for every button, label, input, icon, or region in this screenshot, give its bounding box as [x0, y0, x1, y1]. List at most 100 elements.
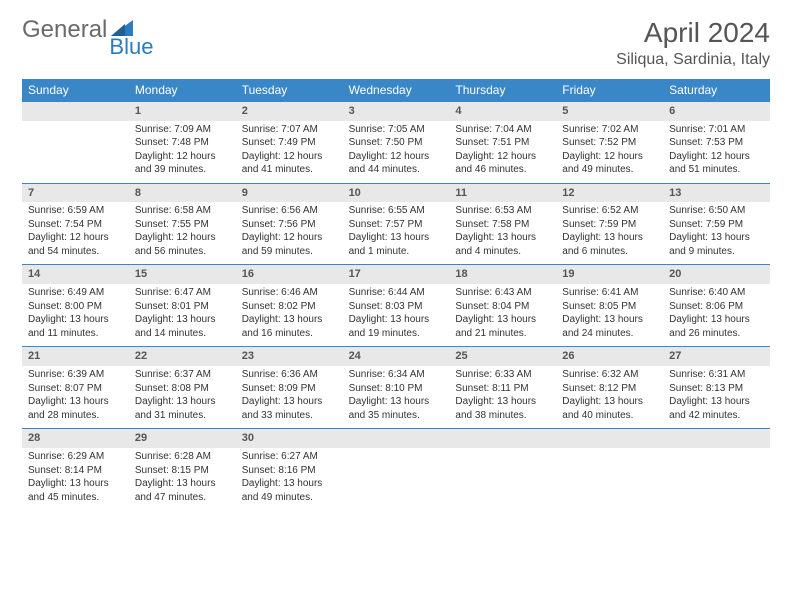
day-cell: 29Sunrise: 6:28 AMSunset: 8:15 PMDayligh…: [129, 429, 236, 510]
date-number: 7: [22, 184, 129, 203]
day-cell: 19Sunrise: 6:41 AMSunset: 8:05 PMDayligh…: [556, 265, 663, 346]
day-line: Daylight: 12 hours: [28, 231, 123, 245]
day-line: and 21 minutes.: [455, 327, 550, 341]
day-detail: Sunrise: 6:55 AMSunset: 7:57 PMDaylight:…: [343, 202, 450, 264]
day-line: Sunrise: 6:39 AM: [28, 368, 123, 382]
day-detail: Sunrise: 6:31 AMSunset: 8:13 PMDaylight:…: [663, 366, 770, 428]
day-cell: 1Sunrise: 7:09 AMSunset: 7:48 PMDaylight…: [129, 102, 236, 183]
weekday-label: Wednesday: [343, 79, 450, 101]
weekday-label: Sunday: [22, 79, 129, 101]
day-line: and 41 minutes.: [242, 163, 337, 177]
day-detail: Sunrise: 6:39 AMSunset: 8:07 PMDaylight:…: [22, 366, 129, 428]
day-detail: Sunrise: 6:32 AMSunset: 8:12 PMDaylight:…: [556, 366, 663, 428]
day-line: and 49 minutes.: [242, 491, 337, 505]
date-number: [663, 429, 770, 448]
day-line: Sunrise: 6:58 AM: [135, 204, 230, 218]
day-detail: Sunrise: 6:46 AMSunset: 8:02 PMDaylight:…: [236, 284, 343, 346]
day-line: Sunrise: 6:59 AM: [28, 204, 123, 218]
day-line: Sunrise: 7:04 AM: [455, 123, 550, 137]
day-line: and 24 minutes.: [562, 327, 657, 341]
date-number: [449, 429, 556, 448]
date-number: 15: [129, 265, 236, 284]
day-line: Sunrise: 6:55 AM: [349, 204, 444, 218]
day-line: Sunrise: 6:56 AM: [242, 204, 337, 218]
date-number: 20: [663, 265, 770, 284]
day-line: and 31 minutes.: [135, 409, 230, 423]
day-line: Sunset: 7:54 PM: [28, 218, 123, 232]
day-line: Daylight: 12 hours: [349, 150, 444, 164]
weekday-label: Thursday: [449, 79, 556, 101]
day-line: and 33 minutes.: [242, 409, 337, 423]
day-line: Sunrise: 6:31 AM: [669, 368, 764, 382]
day-cell: 22Sunrise: 6:37 AMSunset: 8:08 PMDayligh…: [129, 347, 236, 428]
day-line: and 46 minutes.: [455, 163, 550, 177]
day-line: Sunset: 7:59 PM: [669, 218, 764, 232]
day-line: and 19 minutes.: [349, 327, 444, 341]
day-line: Daylight: 13 hours: [135, 395, 230, 409]
page-subtitle: Siliqua, Sardinia, Italy: [616, 51, 770, 69]
day-line: Daylight: 12 hours: [135, 150, 230, 164]
day-detail: Sunrise: 6:33 AMSunset: 8:11 PMDaylight:…: [449, 366, 556, 428]
day-line: Sunrise: 6:28 AM: [135, 450, 230, 464]
day-line: Sunrise: 6:33 AM: [455, 368, 550, 382]
day-line: Sunrise: 6:37 AM: [135, 368, 230, 382]
page-title: April 2024: [616, 18, 770, 49]
day-cell: 7Sunrise: 6:59 AMSunset: 7:54 PMDaylight…: [22, 184, 129, 265]
day-line: and 14 minutes.: [135, 327, 230, 341]
day-line: Sunrise: 6:49 AM: [28, 286, 123, 300]
day-cell: 15Sunrise: 6:47 AMSunset: 8:01 PMDayligh…: [129, 265, 236, 346]
day-cell: 11Sunrise: 6:53 AMSunset: 7:58 PMDayligh…: [449, 184, 556, 265]
day-line: Sunset: 8:04 PM: [455, 300, 550, 314]
day-line: Daylight: 13 hours: [455, 395, 550, 409]
day-detail: Sunrise: 7:07 AMSunset: 7:49 PMDaylight:…: [236, 121, 343, 183]
day-line: and 49 minutes.: [562, 163, 657, 177]
day-line: Sunset: 7:53 PM: [669, 136, 764, 150]
day-line: Sunrise: 6:34 AM: [349, 368, 444, 382]
day-line: and 54 minutes.: [28, 245, 123, 259]
day-line: and 26 minutes.: [669, 327, 764, 341]
day-cell: 12Sunrise: 6:52 AMSunset: 7:59 PMDayligh…: [556, 184, 663, 265]
date-number: 10: [343, 184, 450, 203]
date-number: 25: [449, 347, 556, 366]
date-number: 9: [236, 184, 343, 203]
day-line: Sunrise: 6:29 AM: [28, 450, 123, 464]
day-line: Sunset: 8:01 PM: [135, 300, 230, 314]
day-line: and 56 minutes.: [135, 245, 230, 259]
weekday-header: Sunday Monday Tuesday Wednesday Thursday…: [22, 79, 770, 101]
day-cell: 3Sunrise: 7:05 AMSunset: 7:50 PMDaylight…: [343, 102, 450, 183]
day-detail: Sunrise: 6:59 AMSunset: 7:54 PMDaylight:…: [22, 202, 129, 264]
day-detail: Sunrise: 6:44 AMSunset: 8:03 PMDaylight:…: [343, 284, 450, 346]
day-line: and 6 minutes.: [562, 245, 657, 259]
date-number: 29: [129, 429, 236, 448]
day-detail: Sunrise: 6:27 AMSunset: 8:16 PMDaylight:…: [236, 448, 343, 510]
day-line: Sunset: 8:09 PM: [242, 382, 337, 396]
day-cell: 17Sunrise: 6:44 AMSunset: 8:03 PMDayligh…: [343, 265, 450, 346]
day-line: and 59 minutes.: [242, 245, 337, 259]
day-line: Sunset: 7:59 PM: [562, 218, 657, 232]
date-number: 21: [22, 347, 129, 366]
date-number: [343, 429, 450, 448]
day-line: Daylight: 13 hours: [135, 477, 230, 491]
day-line: Sunrise: 6:36 AM: [242, 368, 337, 382]
date-number: 4: [449, 102, 556, 121]
day-line: Daylight: 13 hours: [562, 231, 657, 245]
day-cell: 23Sunrise: 6:36 AMSunset: 8:09 PMDayligh…: [236, 347, 343, 428]
calendar: Sunday Monday Tuesday Wednesday Thursday…: [22, 79, 770, 510]
day-line: Daylight: 13 hours: [28, 395, 123, 409]
day-line: Sunrise: 6:46 AM: [242, 286, 337, 300]
date-number: 23: [236, 347, 343, 366]
date-number: 22: [129, 347, 236, 366]
day-line: Sunset: 8:05 PM: [562, 300, 657, 314]
date-number: 26: [556, 347, 663, 366]
date-number: 8: [129, 184, 236, 203]
day-line: Sunset: 8:13 PM: [669, 382, 764, 396]
date-number: 12: [556, 184, 663, 203]
day-cell: 9Sunrise: 6:56 AMSunset: 7:56 PMDaylight…: [236, 184, 343, 265]
day-line: Daylight: 12 hours: [669, 150, 764, 164]
day-cell: 27Sunrise: 6:31 AMSunset: 8:13 PMDayligh…: [663, 347, 770, 428]
day-cell: [449, 429, 556, 510]
day-cell: 24Sunrise: 6:34 AMSunset: 8:10 PMDayligh…: [343, 347, 450, 428]
day-detail: Sunrise: 6:52 AMSunset: 7:59 PMDaylight:…: [556, 202, 663, 264]
date-number: 24: [343, 347, 450, 366]
day-cell: [343, 429, 450, 510]
